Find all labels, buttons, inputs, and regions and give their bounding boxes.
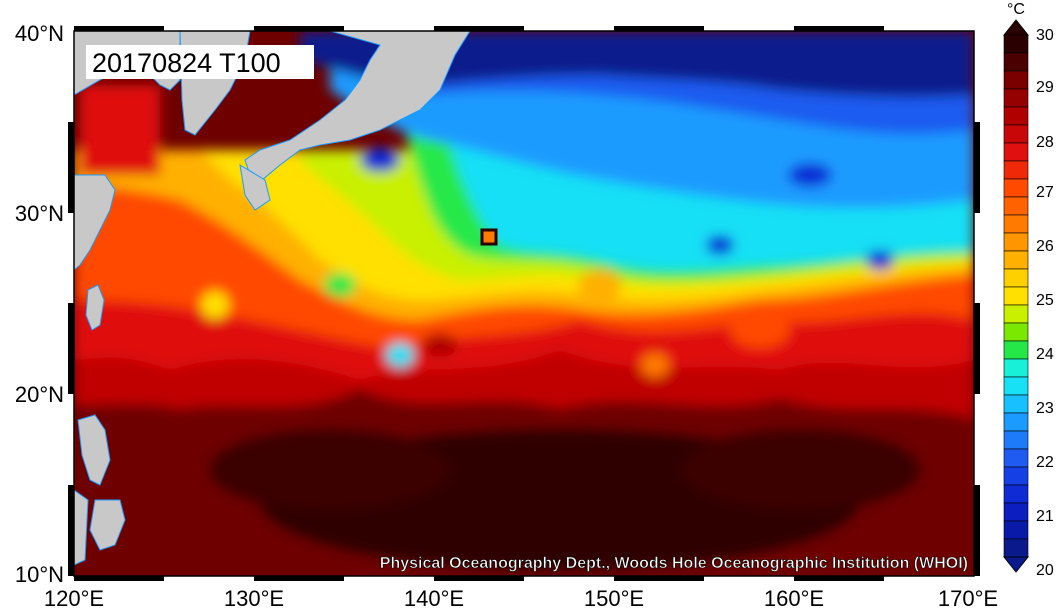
colorbar-tick: 26 [1036,238,1054,255]
colorbar-unit: °C [1007,1,1025,18]
title-box [86,45,314,79]
colorbar-tick: 29 [1036,79,1054,96]
lat-tick-label: 40°N [15,21,64,46]
colorbar-tick: 24 [1036,346,1054,363]
colorbar: °C [1002,1,1054,579]
colorbar-tick: 23 [1036,400,1054,417]
lat-axis: 40°N 30°N 20°N 10°N [15,21,64,587]
colorbar-tick: 27 [1036,184,1054,201]
colorbar-tick: 22 [1036,454,1054,471]
lat-tick-label: 20°N [15,382,64,407]
lon-tick-label: 150°E [584,586,644,610]
lon-tick-label: 170°E [938,586,998,610]
lon-tick-label: 140°E [404,586,464,610]
credit-text: Physical Oceanography Dept., Woods Hole … [380,555,968,572]
frame-ticks [68,26,980,581]
lon-axis: 120°E 130°E 140°E 150°E 160°E 170°E [44,586,998,611]
lon-tick-label: 120°E [44,586,104,610]
sst-field [74,31,974,576]
colorbar-tick: 30 [1036,27,1054,44]
colorbar-tick: 21 [1036,508,1054,525]
title-text: 20170824 T100 [92,48,281,78]
lon-tick-label: 130°E [224,586,284,610]
hot-spot-marker [480,228,498,246]
lat-tick-label: 30°N [15,201,64,226]
colorbar-tick: 25 [1036,292,1054,309]
colorbar-tick: 28 [1036,134,1054,151]
colorbar-tick: 20 [1036,562,1054,579]
lon-tick-label: 160°E [764,586,824,610]
lat-tick-label: 10°N [15,562,64,587]
